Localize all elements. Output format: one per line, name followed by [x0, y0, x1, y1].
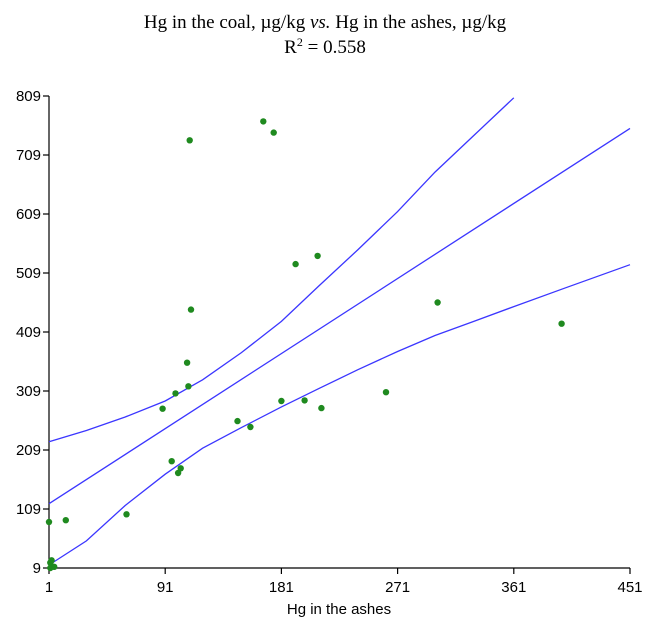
y-tick-label: 409 [16, 324, 41, 341]
chart-title: Hg in the coal, µg/kg vs. Hg in the ashe… [144, 12, 507, 33]
data-point [318, 404, 325, 412]
y-tick-label: 809 [16, 88, 41, 105]
x-axis-ticks: 1 91 181 271 361 451 [45, 568, 643, 596]
chart-title-suffix: Hg in the ashes, µg/kg [331, 12, 507, 33]
data-point [45, 518, 53, 526]
data-point [51, 563, 58, 570]
x-tick-label: 91 [157, 579, 174, 596]
data-point [48, 557, 55, 564]
data-point [278, 397, 285, 405]
data-point [183, 359, 191, 366]
x-tick-label: 181 [269, 579, 294, 596]
data-point [292, 260, 299, 268]
data-point [187, 306, 195, 313]
data-point [247, 423, 254, 431]
data-point [172, 390, 179, 397]
x-tick-label: 361 [501, 579, 526, 596]
chart-title-prefix: Hg in the coal, µg/kg [144, 12, 310, 33]
data-point [434, 299, 441, 306]
upper-band-line [48, 97, 515, 443]
data-point [270, 129, 277, 136]
data-point [186, 137, 193, 144]
x-axis-title: Hg in the ashes [287, 601, 391, 618]
r-squared-superscript: 2 [297, 35, 303, 49]
data-point [260, 118, 267, 125]
fit-line [48, 127, 631, 505]
y-tick-label: 709 [16, 147, 41, 164]
data-point [159, 405, 166, 412]
regression-curves [48, 97, 631, 566]
chart-subtitle: R2 = 0.558 [284, 35, 366, 58]
r-squared-value: = 0.558 [303, 37, 366, 58]
data-point [314, 252, 321, 260]
data-point [301, 397, 308, 404]
data-point [382, 389, 390, 396]
data-point [234, 417, 241, 425]
y-axis-ticks: 9 109 209 309 409 509 609 709 809 [16, 88, 49, 577]
y-tick-label: 509 [16, 265, 41, 282]
data-point [123, 511, 130, 518]
lower-band-line [48, 264, 631, 566]
y-tick-label: 309 [16, 383, 41, 400]
data-point [168, 458, 175, 465]
y-tick-label: 609 [16, 206, 41, 223]
y-tick-label: 109 [16, 501, 41, 518]
data-point [177, 465, 184, 472]
data-point [174, 469, 182, 477]
y-tick-label: 209 [16, 442, 41, 459]
r-squared-label: R [284, 37, 297, 58]
x-tick-label: 1 [45, 579, 53, 596]
x-tick-label: 271 [385, 579, 410, 596]
data-point [558, 320, 565, 327]
scatter-points [45, 118, 565, 572]
data-point [185, 383, 192, 390]
y-tick-label: 9 [33, 560, 41, 577]
data-point [62, 517, 69, 524]
chart-title-vs: vs. [310, 12, 331, 33]
x-tick-label: 451 [617, 579, 642, 596]
